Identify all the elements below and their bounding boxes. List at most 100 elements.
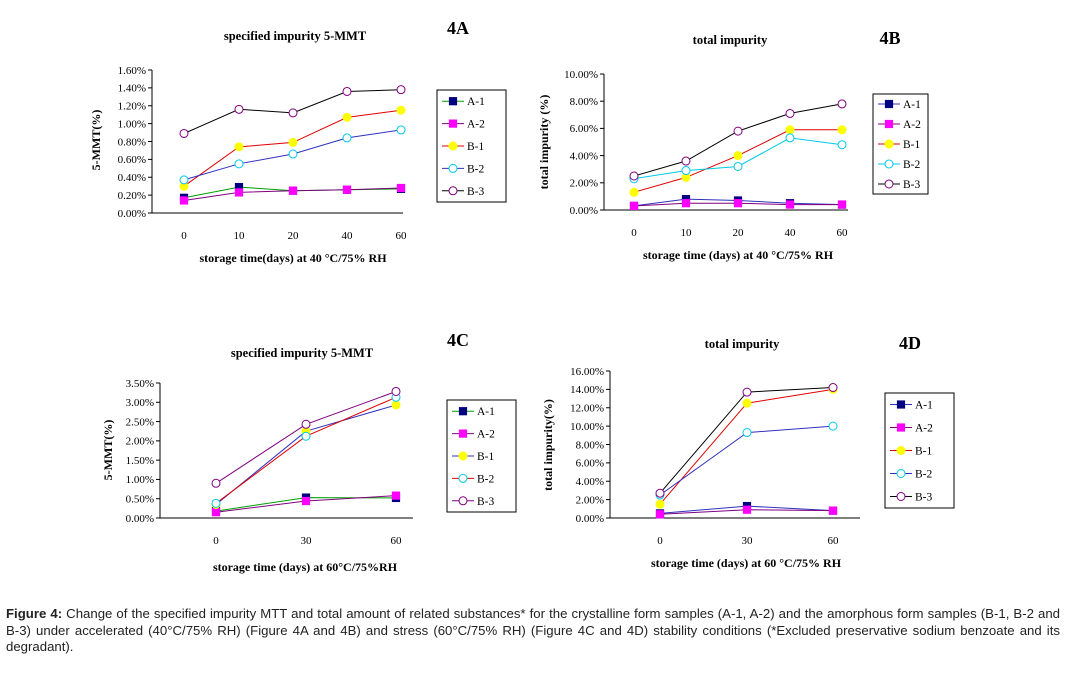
y-tick-label: 3.00% [126,397,154,409]
y-tick-label: 0.20% [118,190,146,202]
data-point-b-1 [288,137,298,147]
data-point-b-1 [234,142,244,152]
caption-text: Change of the specified impurity MTT and… [6,606,1061,655]
x-tick-label: 20 [288,230,300,242]
y-tick-label: 8.00% [576,439,604,451]
x-tick-label: 60 [828,535,840,547]
chart-title: total impurity [705,337,780,351]
legend-marker-b-2 [458,473,468,483]
legend-label: B-1 [477,451,495,463]
panel-label: 4D [899,333,921,353]
data-point-a-2 [179,196,189,205]
legend-marker-b-1 [458,451,468,461]
x-tick-label: 10 [681,227,693,239]
chart-4b: total impurity 4B 0.00% 2.00% 4.00% 6.00% 8.00… [537,28,929,262]
x-axis-label: storage time (days) at 60°C/75%RH [213,560,398,574]
x-tick-label: 30 [301,535,313,547]
x-axis-label: storage time (days) at 40 °C/75% RH [643,248,834,262]
data-point-b-3 [733,126,743,136]
data-point-b-2 [785,133,795,143]
data-point-b-2 [681,166,691,176]
figure-caption: Figure 4: Change of the specified impuri… [6,606,1060,656]
legend-label: A-1 [467,96,485,108]
y-tick-label: 6.00% [570,123,598,135]
data-point-a-2 [391,491,401,500]
legend-label: B-1 [467,141,485,153]
legend-label: A-1 [477,406,495,418]
legend-marker-a-1 [458,407,468,416]
panel-label: 4A [447,18,469,38]
y-tick-label: 16.00% [570,366,604,378]
x-tick-label: 60 [391,535,403,547]
data-point-b-3 [828,383,838,393]
data-point-b-3 [179,128,189,138]
legend-marker-b-2 [884,159,894,169]
data-point-b-1 [655,499,665,509]
data-point-b-1 [342,112,352,122]
legend-marker-a-2 [896,423,906,432]
data-point-a-2 [342,185,352,194]
legend-label: B-2 [467,163,485,175]
legend-label: B-3 [467,186,485,198]
y-tick-label: 1.20% [118,101,146,113]
x-tick-label: 0 [213,535,219,547]
legend-label: B-1 [903,139,921,151]
data-point-b-1 [742,398,752,408]
legend-marker-b-1 [884,139,894,149]
y-tick-label: 0.40% [118,172,146,184]
data-point-a-2 [211,508,221,517]
x-tick-label: 20 [733,227,745,239]
figure-4-charts: specified impurity 5-MMT 4A 0.00% 0.20% 0.40… [89,18,955,574]
data-point-a-2 [301,496,311,506]
y-axis-label: total impurity (%) [537,95,551,190]
y-axis-label: 5-MMT(%) [101,420,115,481]
legend-label: A-2 [477,429,495,441]
data-point-b-1 [396,105,406,115]
data-point-b-2 [342,133,352,143]
legend-label: B-3 [915,492,933,504]
chart-4d: total impurity 4D 0.00% 2.00% 4.00% 6.00% 8.00… [541,333,955,570]
y-tick-label: 1.00% [118,118,146,130]
y-tick-label: 10.00% [564,69,598,81]
legend-marker-b-3 [884,179,894,189]
x-tick-label: 0 [181,230,187,242]
panel-label: 4C [447,330,469,350]
y-tick-label: 0.80% [118,136,146,148]
data-point-a-2 [234,188,244,197]
data-point-b-2 [288,149,298,159]
y-tick-label: 0.60% [118,154,146,166]
data-point-a-2 [742,505,752,514]
data-point-a-2 [655,510,665,519]
y-tick-label: 0.00% [570,205,598,217]
legend-marker-b-3 [896,492,906,501]
legend-label: B-2 [477,473,495,485]
y-tick-label: 4.00% [570,150,598,162]
legend-label: A-2 [467,119,485,131]
y-tick-label: 1.00% [126,474,154,486]
x-tick-label: 40 [785,227,797,239]
data-point-b-2 [301,431,311,441]
y-tick-label: 6.00% [576,458,604,470]
y-tick-label: 2.00% [576,494,604,506]
data-point-a-2 [785,200,795,209]
legend-label: A-2 [903,119,921,131]
chart-title: specified impurity 5-MMT [231,346,374,360]
legend-marker-b-2 [448,163,458,173]
data-point-b-3 [837,99,847,109]
y-tick-label: 14.00% [570,384,604,396]
data-point-b-1 [785,125,795,135]
data-point-b-1 [629,187,639,197]
y-tick-label: 2.00% [570,178,598,190]
data-point-b-3 [629,171,639,181]
y-tick-label: 0.00% [118,208,146,220]
y-tick-label: 8.00% [570,96,598,108]
data-point-b-2 [396,125,406,135]
data-point-b-3 [391,386,401,396]
data-point-b-3 [785,108,795,118]
data-point-b-3 [288,108,298,118]
data-point-b-2 [234,159,244,169]
legend-marker-a-1 [896,400,906,409]
legend-label: B-3 [903,179,921,191]
data-point-b-3 [681,156,691,166]
data-point-b-3 [396,85,406,95]
